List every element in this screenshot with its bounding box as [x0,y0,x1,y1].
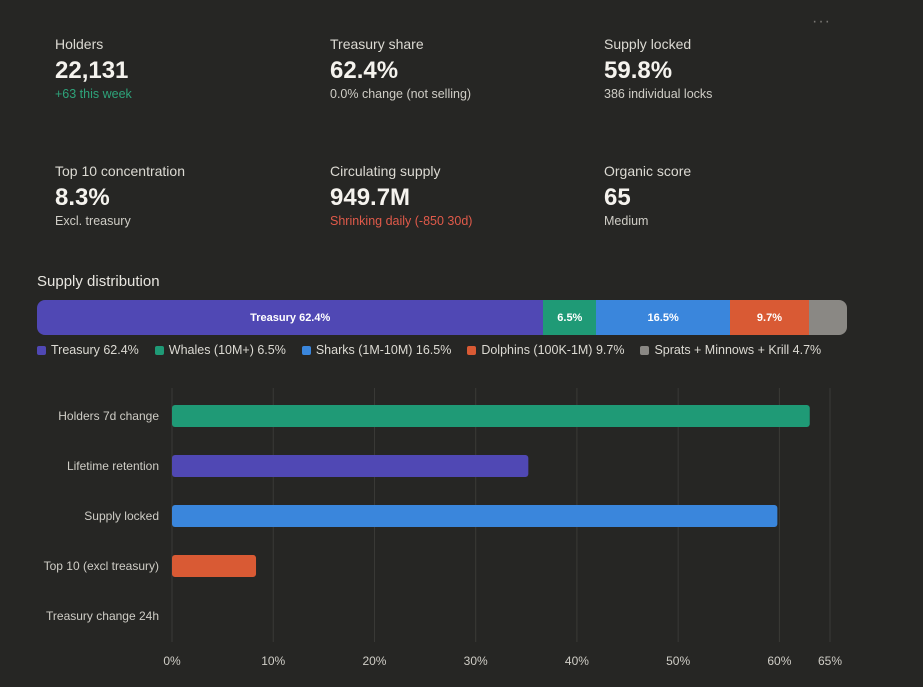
legend-item: Sprats + Minnows + Krill 4.7% [640,342,821,358]
x-tick-label: 20% [362,654,386,668]
stat-sub: 386 individual locks [604,87,713,101]
x-tick-label: 65% [818,654,842,668]
supply-distribution-bar: Treasury 62.4% 6.5% 16.5% 9.7% [37,300,847,335]
supply-distribution-legend: Treasury 62.4% Whales (10M+) 6.5% Sharks (… [37,342,821,358]
stat-value: 8.3% [55,184,110,211]
stat-value: 62.4% [330,57,399,84]
category-label: Treasury change 24h [46,609,159,623]
stat-sub: 0.0% change (not selling) [330,87,472,101]
stat-sub: Medium [604,214,649,228]
legend-label: Dolphins (100K-1M) 9.7% [481,343,625,357]
category-label: Supply locked [84,509,159,523]
more-options-icon[interactable]: ··· [812,13,831,30]
legend-swatch [467,345,477,355]
stat-sub: Shrinking daily (-850 30d) [330,214,473,228]
category-label: Holders 7d change [58,409,159,423]
stat-circulating: Circulating supply 949.7M Shrinking dail… [330,163,590,229]
stat-value: 949.7M [330,184,411,211]
legend-label: Whales (10M+) 6.5% [168,343,286,357]
stat-label: Circulating supply [330,163,441,179]
x-tick-label: 60% [767,654,791,668]
stat-label: Top 10 concentration [55,163,185,179]
legend-item: Dolphins (100K-1M) 9.7% [467,342,624,358]
stat-value: 65 [604,184,631,211]
bar-top-10-excl-treasury[interactable] [172,555,257,577]
category-label: Top 10 (excl treasury) [44,559,159,573]
stat-holders: Holders 22,131 +63 this week [55,36,315,102]
x-tick-label: 40% [565,654,589,668]
bar-lifetime-retention[interactable] [172,455,529,477]
stat-top10: Top 10 concentration 8.3% Excl. treasury [55,163,315,229]
stat-value: 59.8% [604,57,673,84]
stat-label: Organic score [604,163,692,179]
segment-sharks-1m-10m[interactable]: 16.5% [596,300,731,335]
segment-dolphins-100k-1m[interactable]: 9.7% [730,300,809,335]
legend-label: Treasury 62.4% [51,343,139,357]
stat-sub: Excl. treasury [55,214,131,228]
segment-sprats-minnows-krill[interactable] [808,300,847,335]
metrics-bar-chart: 0% 10% 20% 30% 40% 50% 60% 65% Holders 7d change… [44,388,842,668]
x-tick-label: 10% [261,654,285,668]
stat-sub: +63 this week [55,87,132,101]
stat-label: Supply locked [604,36,692,52]
legend-label: Sharks (1M-10M) 16.5% [315,343,452,357]
legend-item: Treasury 62.4% [37,342,139,358]
segment-treasury[interactable]: Treasury 62.4% [37,300,544,335]
stat-treasury-share: Treasury share 62.4% 0.0% change (not se… [330,36,590,102]
bar-supply-locked[interactable] [172,505,778,527]
x-tick-label: 30% [464,654,488,668]
x-tick-label: 50% [666,654,690,668]
legend-swatch [640,345,650,355]
stat-organic: Organic score 65 Medium [604,163,864,229]
stat-label: Holders [55,36,104,52]
legend-swatch [154,345,164,355]
segment-whales-10m[interactable]: 6.5% [543,300,597,335]
x-tick-label: 0% [163,654,181,668]
legend-swatch [37,345,46,355]
legend-item: Sharks (1M-10M) 16.5% [301,342,452,358]
legend-label: Sprats + Minnows + Krill 4.7% [654,343,822,357]
stat-supply-locked: Supply locked 59.8% 386 individual locks [604,36,864,102]
supply-distribution-title: Supply distribution [37,273,160,290]
legend-item: Whales (10M+) 6.5% [154,342,286,358]
bar-holders-7d-change[interactable] [172,405,810,427]
stat-label: Treasury share [330,36,424,52]
stat-value: 22,131 [55,57,129,84]
category-label: Lifetime retention [67,459,159,473]
legend-swatch [301,345,311,355]
